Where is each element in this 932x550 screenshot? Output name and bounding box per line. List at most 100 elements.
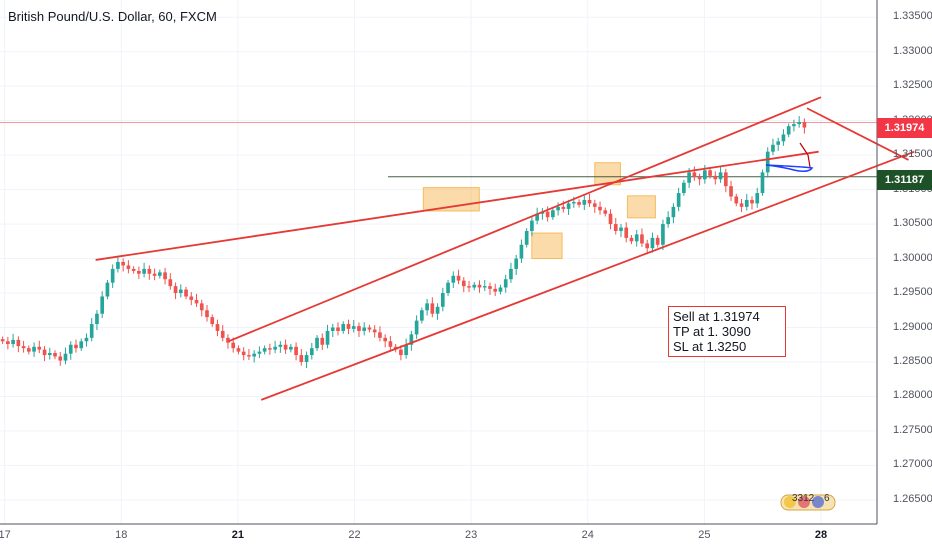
candle-body xyxy=(105,282,110,297)
candle-body xyxy=(603,210,608,214)
candle-body xyxy=(0,339,5,342)
last-price-value: 1.31974 xyxy=(884,122,925,134)
candle-body xyxy=(315,337,319,349)
candle-body xyxy=(262,348,267,352)
flag-badge-icon xyxy=(780,494,836,511)
candle-body xyxy=(231,342,236,349)
candle-body xyxy=(68,344,73,354)
candle-body xyxy=(309,348,314,356)
candle-body xyxy=(551,210,555,218)
candle-body xyxy=(661,224,665,245)
candle-body xyxy=(488,286,492,289)
candle-body xyxy=(666,217,670,225)
candle-body xyxy=(304,355,309,362)
candle-body xyxy=(592,203,597,207)
candle-body xyxy=(409,334,414,345)
candle-body xyxy=(110,268,115,283)
candle-body xyxy=(11,339,15,345)
candle-body xyxy=(63,353,68,361)
candle-body xyxy=(802,122,807,128)
projection-arrow xyxy=(765,142,814,173)
candle-body xyxy=(21,346,26,349)
candle-body xyxy=(629,237,634,242)
candle-body xyxy=(325,330,330,345)
y-tick-label: 1.28000 xyxy=(893,389,932,402)
candle-body xyxy=(131,268,136,271)
candle-body xyxy=(84,337,89,342)
candle-body xyxy=(619,227,623,231)
candle-body xyxy=(655,237,660,245)
candle-body xyxy=(514,258,519,269)
candle-body xyxy=(241,351,246,356)
candle-body xyxy=(765,151,770,173)
x-tick-label: 23 xyxy=(465,529,478,541)
candle-body xyxy=(598,206,602,211)
candle-body xyxy=(89,324,94,338)
candle-body xyxy=(519,244,524,259)
candle-body xyxy=(682,182,686,194)
candle-body xyxy=(671,206,676,218)
candle-body xyxy=(739,203,744,207)
candle-body xyxy=(184,289,188,297)
candle-body xyxy=(676,193,681,207)
candle-body xyxy=(330,327,335,331)
candle-body xyxy=(189,296,194,300)
y-tick-label: 1.29000 xyxy=(893,320,932,333)
tp-line: TP at 1. 3090 xyxy=(673,324,751,339)
x-tick-label: 25 xyxy=(698,529,711,541)
candle-body xyxy=(226,337,230,343)
candle-body xyxy=(47,353,52,356)
candle-body xyxy=(640,234,644,244)
candle-body xyxy=(95,313,99,325)
candle-body xyxy=(587,199,592,204)
candle-body xyxy=(388,341,393,347)
y-tick-label: 1.32500 xyxy=(893,79,932,92)
candle-body xyxy=(440,293,445,307)
candle-body xyxy=(571,202,576,204)
candle-body xyxy=(420,310,424,321)
candle-body xyxy=(178,289,183,294)
candle-body xyxy=(734,196,739,204)
candle-body xyxy=(32,346,36,352)
candle-body xyxy=(383,337,388,342)
candle-body xyxy=(760,172,765,194)
candle-body xyxy=(430,303,435,314)
candle-body xyxy=(451,275,456,283)
candle-body xyxy=(299,355,304,362)
candle-body xyxy=(556,206,560,211)
candle-body xyxy=(613,224,618,231)
candlesticks xyxy=(0,115,807,369)
candle-body xyxy=(16,339,21,347)
candle-body xyxy=(126,265,131,269)
candle-body xyxy=(351,326,356,329)
candle-body xyxy=(535,213,539,221)
y-tick-label: 1.30000 xyxy=(893,251,932,264)
y-tick-label: 1.33500 xyxy=(893,10,932,23)
candle-body xyxy=(137,270,141,274)
candle-body xyxy=(6,341,10,345)
y-tick-label: 1.27000 xyxy=(893,458,932,471)
candle-body xyxy=(205,310,209,318)
candle-body xyxy=(467,286,471,288)
candle-body xyxy=(650,237,655,249)
candle-body xyxy=(157,272,162,276)
candle-body xyxy=(194,299,199,304)
candle-body xyxy=(509,268,513,280)
candle-body xyxy=(121,262,125,266)
candle-body xyxy=(53,353,57,357)
candle-body xyxy=(624,227,629,238)
trendlines xyxy=(95,96,915,401)
candle-body xyxy=(729,186,733,197)
candle-body xyxy=(273,346,277,350)
candle-body xyxy=(289,346,293,350)
candle-body xyxy=(414,320,419,335)
candle-body xyxy=(215,324,220,331)
candle-body xyxy=(152,273,157,276)
trade-note: Sell at 1.31974 TP at 1. 3090 SL at 1.32… xyxy=(668,306,786,357)
candle-body xyxy=(147,268,152,274)
idea-badge[interactable]: 3312 6 xyxy=(780,492,836,512)
x-tick-label: 18 xyxy=(115,529,128,541)
candle-body xyxy=(168,279,173,287)
candle-body xyxy=(378,332,382,338)
